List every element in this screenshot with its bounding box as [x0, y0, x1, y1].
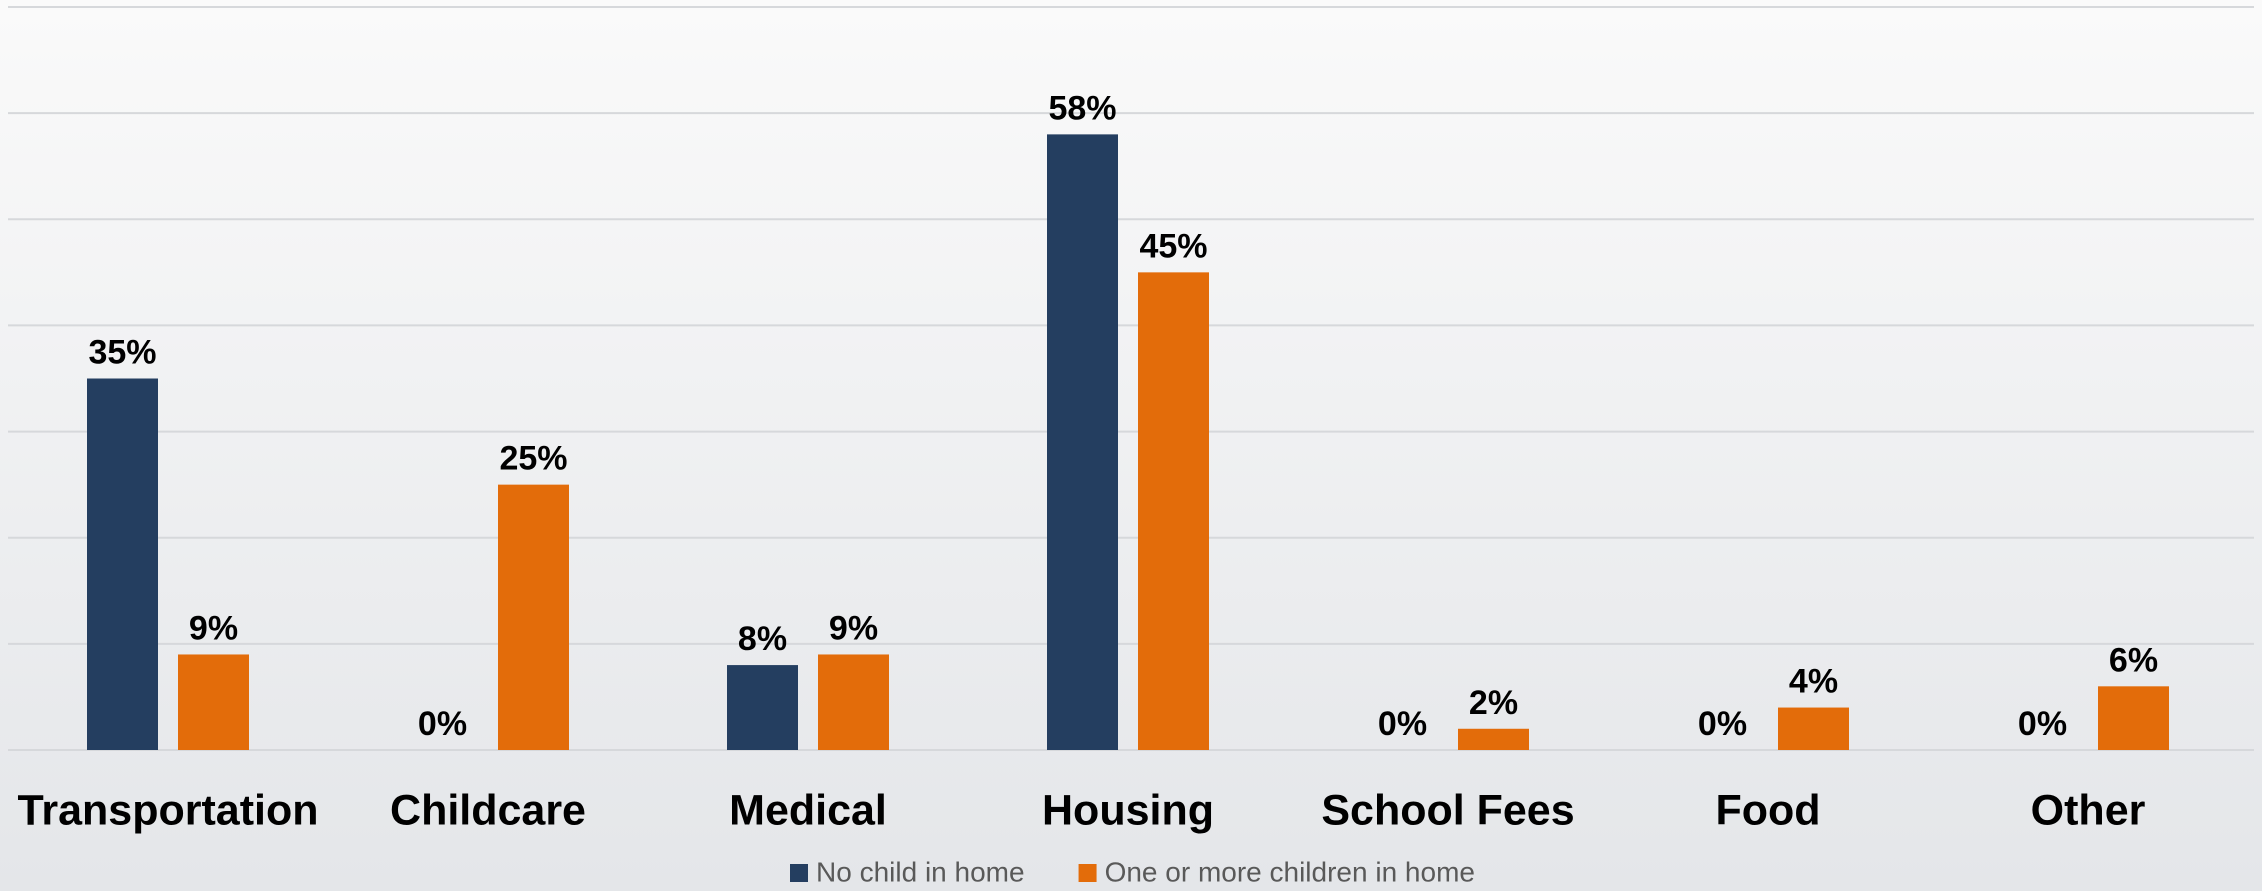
bar — [1458, 728, 1529, 750]
legend-label: No child in home — [816, 856, 1025, 887]
legend-swatch — [1078, 864, 1097, 882]
bar — [1778, 707, 1849, 750]
x-tick-label: Other — [2031, 786, 2146, 834]
data-label: 2% — [1469, 684, 1518, 722]
x-tick-label: Medical — [729, 786, 887, 834]
legend-label: One or more children in home — [1105, 856, 1475, 887]
bar — [818, 654, 889, 750]
data-label: 6% — [2109, 641, 2158, 679]
bar — [178, 654, 249, 750]
legend-swatch — [790, 864, 808, 882]
data-label: 0% — [418, 705, 467, 743]
data-label: 0% — [1378, 705, 1427, 743]
data-label: 25% — [499, 440, 567, 478]
data-label: 45% — [1139, 227, 1207, 265]
data-label: 0% — [2018, 705, 2067, 743]
bar — [2098, 686, 2169, 750]
x-tick-label: Childcare — [390, 786, 586, 834]
bar — [727, 665, 798, 750]
x-tick-label: Transportation — [17, 786, 318, 834]
x-tick-label: Housing — [1042, 786, 1214, 834]
bar — [498, 484, 569, 750]
data-label: 9% — [189, 609, 238, 647]
data-label: 8% — [738, 620, 787, 658]
data-label: 35% — [88, 333, 156, 371]
bar — [1047, 134, 1118, 750]
data-label: 58% — [1048, 89, 1116, 127]
bar — [87, 378, 158, 750]
x-tick-label: Food — [1715, 786, 1820, 834]
data-label: 9% — [829, 609, 878, 647]
bar — [1138, 272, 1209, 750]
x-tick-label: School Fees — [1321, 786, 1574, 834]
data-label: 0% — [1698, 705, 1747, 743]
data-label: 4% — [1789, 663, 1838, 701]
